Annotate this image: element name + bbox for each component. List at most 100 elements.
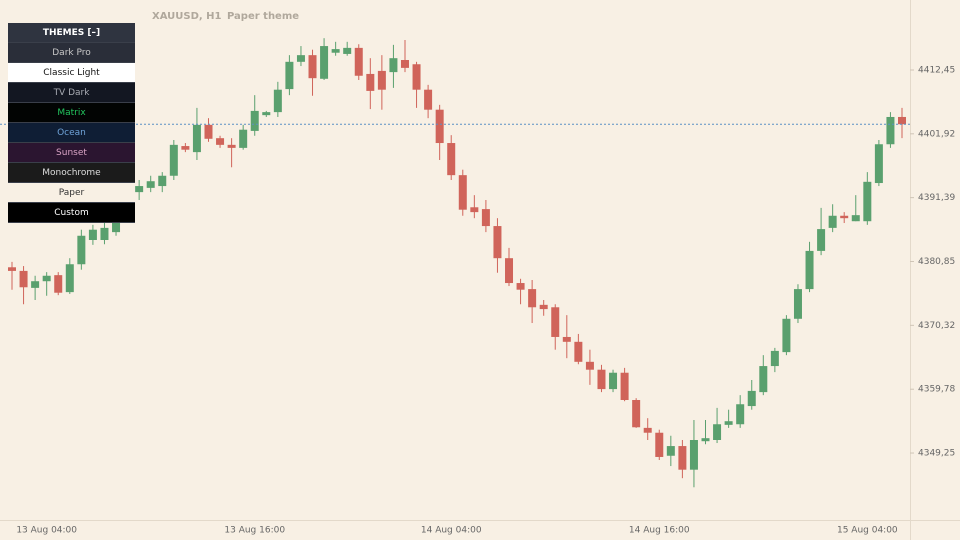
candle-body (227, 144, 236, 148)
y-tick-label: 4370,32 (918, 321, 955, 331)
candle-body (805, 250, 814, 290)
theme-option[interactable]: Classic Light (8, 63, 135, 83)
candle-body (308, 55, 317, 79)
candle-body (874, 144, 883, 184)
y-tick-label: 4349,25 (918, 449, 955, 459)
candle-body (400, 60, 409, 68)
x-tick-label: 13 Aug 16:00 (224, 526, 285, 536)
candle-body (470, 207, 479, 213)
candle-body (505, 258, 514, 284)
theme-option[interactable]: Custom (8, 203, 135, 223)
candle-body (42, 275, 51, 282)
candle-body (8, 267, 16, 271)
candle-body (689, 440, 698, 470)
candle-body (273, 89, 282, 113)
candle-body (551, 307, 560, 337)
candle-body (632, 400, 641, 428)
candle-body (516, 283, 525, 290)
candle-body (354, 47, 363, 76)
theme-option[interactable]: TV Dark (8, 83, 135, 103)
theme-option[interactable]: Sunset (8, 143, 135, 163)
candle-body (747, 390, 756, 407)
candle-body (701, 438, 710, 442)
chart-title: XAUUSD, H1 (152, 11, 222, 22)
candle-body (793, 289, 802, 319)
candle-body (204, 124, 213, 139)
x-tick-label: 15 Aug 04:00 (837, 526, 898, 536)
candle-body (146, 181, 155, 188)
x-tick-label: 14 Aug 04:00 (421, 526, 482, 536)
candle-body (65, 264, 74, 293)
y-tick-label: 4391,39 (918, 193, 955, 203)
candle-body (320, 46, 329, 79)
menu-header[interactable]: THEMES [–] (8, 23, 135, 43)
theme-option[interactable]: Matrix (8, 103, 135, 123)
candle-body (655, 432, 664, 457)
y-tick-label: 4412,45 (918, 66, 955, 76)
candle-body (77, 235, 86, 265)
theme-menu: THEMES [–] Dark Pro Classic Light TV Dark M… (8, 23, 135, 223)
candle-body (828, 215, 837, 228)
candle-body (239, 129, 248, 148)
candle-body (112, 215, 121, 233)
candle-body (863, 181, 872, 222)
candle-body (435, 109, 444, 144)
theme-option[interactable]: Paper (8, 183, 135, 203)
candle-body (135, 186, 144, 193)
candle-body (724, 421, 733, 425)
candle-body (539, 304, 548, 310)
candle-body (54, 275, 63, 293)
candle-body (192, 124, 201, 153)
candle-body (377, 70, 386, 90)
theme-option[interactable]: Ocean (8, 123, 135, 143)
candle-body (597, 369, 606, 390)
candle-body (898, 116, 906, 125)
candle-body (481, 209, 490, 227)
candle-body (574, 341, 583, 362)
candle-body (158, 175, 167, 187)
candle-body (458, 175, 467, 210)
candle-body (343, 47, 352, 54)
candle-body (19, 270, 28, 288)
x-tick-label: 13 Aug 04:00 (16, 526, 77, 536)
x-tick-label: 14 Aug 16:00 (629, 526, 690, 536)
candle-body (181, 146, 190, 150)
candle-body (817, 229, 826, 251)
candle-body (31, 281, 40, 288)
candle-body (250, 110, 259, 131)
candle-body (609, 372, 618, 390)
separator (217, 15, 219, 17)
candle-body (424, 89, 433, 110)
candle-body (620, 372, 629, 400)
candle-body (493, 226, 502, 259)
candle-body (886, 116, 895, 145)
candle-body (169, 144, 178, 176)
y-tick-label: 4380,85 (918, 257, 955, 267)
candle-body (262, 112, 271, 116)
candle-body (389, 58, 398, 73)
candle-body (88, 229, 97, 240)
chart-subtitle: Paper theme (227, 11, 299, 22)
y-tick-label: 4401,92 (918, 129, 955, 139)
candle-body (331, 49, 340, 53)
candle-body (447, 143, 456, 176)
theme-option[interactable]: Dark Pro (8, 43, 135, 63)
candle-body (666, 446, 675, 456)
candle-body (782, 318, 791, 353)
candle-body (770, 350, 779, 367)
candle-body (528, 289, 537, 308)
y-tick-label: 4359,78 (918, 385, 955, 395)
candle-body (585, 361, 594, 370)
candle-body (736, 404, 745, 425)
candle-body (100, 227, 109, 240)
candle-body (840, 215, 849, 219)
candle-body (678, 446, 687, 470)
candle-body (713, 424, 722, 440)
candle-body (366, 73, 375, 91)
candle-body (759, 366, 768, 393)
candle-body (285, 61, 294, 90)
candle-body (643, 427, 652, 433)
theme-option[interactable]: Monochrome (8, 163, 135, 183)
